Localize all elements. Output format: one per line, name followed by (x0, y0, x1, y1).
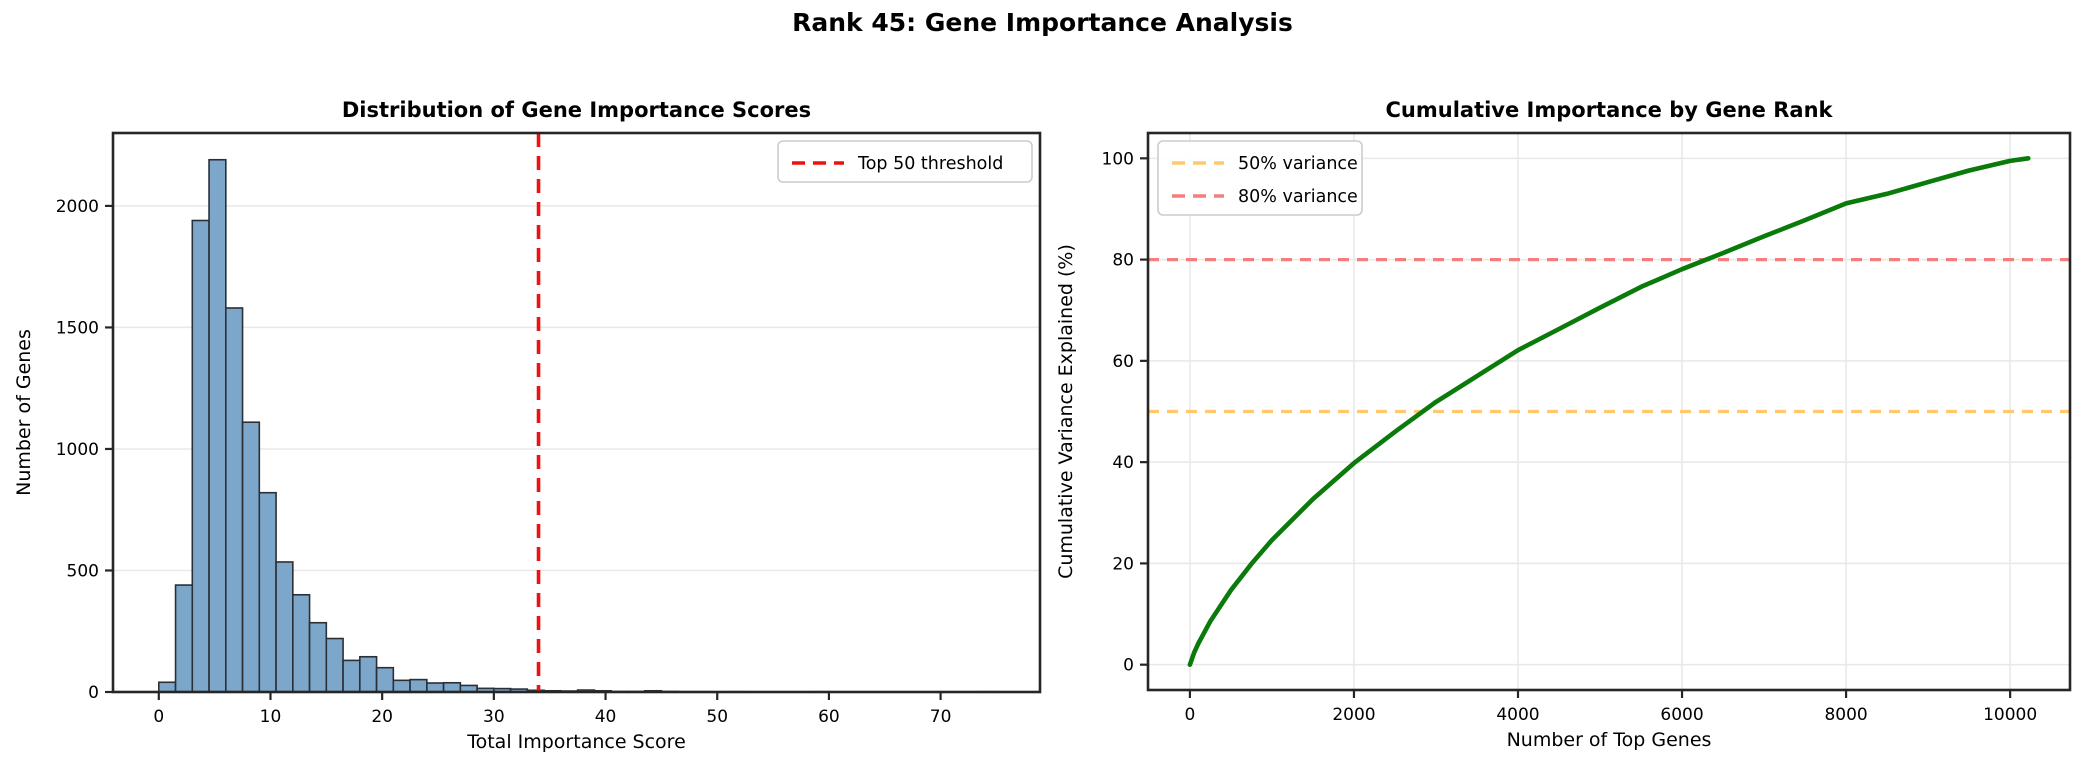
x-tick-label: 30 (483, 707, 505, 727)
histogram-bar (241, 421, 261, 693)
histogram-bar (442, 681, 462, 693)
histogram-bar (275, 561, 294, 693)
legend-label: Top 50 threshold (857, 154, 1003, 174)
x-tick-label: 50 (706, 707, 728, 727)
cumulative-frame (1146, 131, 2072, 692)
cumulative-legend: 50% variance 80% variance (1157, 140, 1363, 216)
cumulative-ylabel: Cumulative Variance Explained (%) (1055, 244, 1077, 579)
legend-label: 50% variance (1238, 154, 1358, 174)
histogram-bar (426, 682, 445, 693)
histogram-bar (174, 584, 194, 693)
x-tick-label: 6000 (1660, 705, 1703, 725)
legend-label: 80% variance (1238, 187, 1358, 207)
x-tick-label: 10 (260, 707, 282, 727)
cumulative-grid (1148, 133, 2070, 690)
cumulative-plot: 0 2000 4000 6000 8000 10000 0 20 40 60 80 100 Cumula… (1055, 98, 2072, 751)
histogram-ticks (105, 204, 942, 700)
cumulative-ticks (1140, 157, 2012, 698)
histogram-bar (308, 621, 328, 693)
histogram-bar (375, 666, 395, 693)
y-tick-label: 40 (1112, 453, 1134, 473)
y-tick-label: 1500 (56, 318, 99, 338)
x-tick-label: 40 (595, 707, 617, 727)
histogram-bar (409, 678, 428, 693)
histogram-bar (325, 637, 344, 693)
cumulative-xlabel: Number of Top Genes (1507, 729, 1712, 751)
x-tick-label: 2000 (1332, 705, 1375, 725)
y-tick-label: 500 (67, 561, 99, 581)
y-tick-label: 60 (1112, 352, 1134, 372)
histogram-bar (208, 158, 227, 693)
figure-title: Rank 45: Gene Importance Analysis (792, 8, 1293, 37)
cumulative-title: Cumulative Importance by Gene Rank (1386, 98, 1834, 122)
y-tick-label: 1000 (56, 440, 99, 460)
histogram-title: Distribution of Gene Importance Scores (342, 98, 811, 122)
histogram-ylabel: Number of Genes (13, 329, 35, 496)
y-tick-label: 2000 (56, 197, 99, 217)
histogram-bar (292, 593, 311, 693)
histogram-legend: Top 50 threshold (777, 140, 1033, 183)
legend-box (1157, 140, 1363, 216)
x-tick-label: 60 (818, 707, 840, 727)
histogram-bars (157, 158, 998, 693)
histogram-bar (392, 679, 411, 693)
x-tick-label: 0 (153, 707, 164, 727)
x-tick-label: 70 (930, 707, 952, 727)
y-tick-label: 80 (1112, 251, 1134, 271)
x-tick-label: 0 (1184, 705, 1195, 725)
histogram-xlabel: Total Importance Score (466, 731, 686, 753)
x-tick-label: 20 (371, 707, 393, 727)
histogram-plot: 0 10 20 30 40 50 60 70 0 500 1000 1500 2000 Distribut… (13, 98, 1042, 753)
x-tick-label: 4000 (1496, 705, 1539, 725)
histogram-bar (359, 655, 378, 693)
legend-box (777, 140, 1033, 183)
y-tick-label: 0 (1123, 656, 1134, 676)
histogram-frame (111, 131, 1042, 694)
histogram-bar (157, 681, 177, 693)
y-tick-label: 0 (88, 683, 99, 703)
histogram-bar (342, 659, 361, 693)
cumulative-curve (1187, 156, 2031, 668)
histogram-bar (225, 307, 244, 693)
x-tick-label: 8000 (1824, 705, 1867, 725)
x-tick-label: 10000 (1983, 705, 2037, 725)
y-tick-label: 20 (1112, 554, 1134, 574)
histogram-bar (191, 219, 210, 693)
histogram-bar (258, 491, 277, 693)
y-tick-label: 100 (1102, 149, 1134, 169)
